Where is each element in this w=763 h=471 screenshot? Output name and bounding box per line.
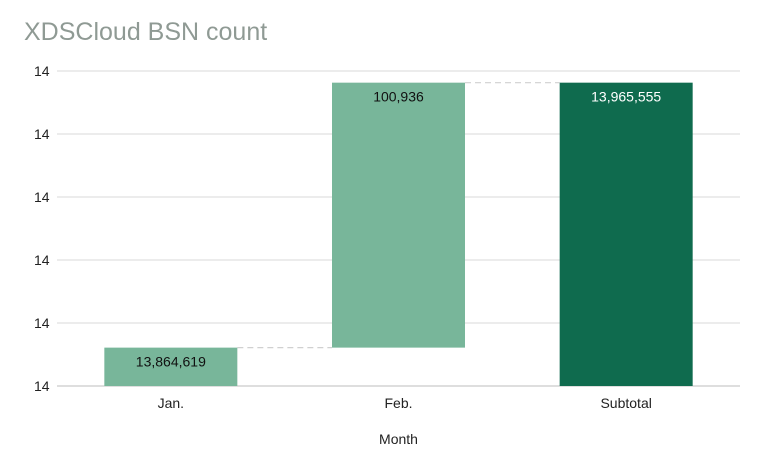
bar-feb: [332, 82, 465, 348]
data-labels: 13,864,619 100,936 13,965,555: [136, 89, 662, 370]
x-axis-title: Month: [379, 431, 418, 447]
x-axis-ticks: Jan. Feb. Subtotal: [158, 395, 652, 411]
y-tick-label: 14: [34, 378, 50, 394]
x-tick-label: Jan.: [158, 395, 184, 411]
data-label: 13,965,555: [591, 89, 661, 105]
data-label: 100,936: [373, 89, 424, 105]
x-tick-label: Subtotal: [600, 395, 651, 411]
y-tick-label: 14: [34, 315, 50, 331]
y-tick-label: 14: [34, 126, 50, 142]
bar-jan: [104, 347, 238, 386]
bar-subtotal: [559, 82, 693, 386]
x-tick-label: Feb.: [384, 395, 412, 411]
data-label: 13,864,619: [136, 354, 206, 370]
chart-title: XDSCloud BSN count: [24, 18, 268, 46]
connector-lines: [237, 82, 560, 349]
y-tick-label: 14: [34, 63, 50, 79]
bars: [104, 82, 693, 386]
y-tick-label: 14: [34, 189, 50, 205]
y-axis-ticks: 14 14 14 14 14 14: [34, 63, 50, 394]
y-tick-label: 14: [34, 252, 50, 268]
